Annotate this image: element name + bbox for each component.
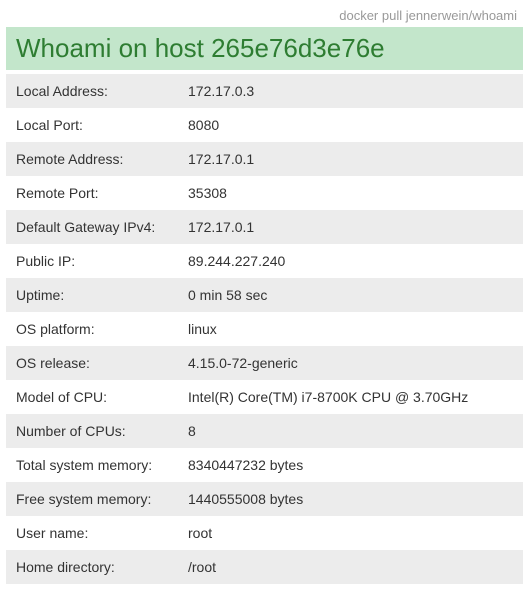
- row-label: Local Address:: [6, 74, 178, 108]
- table-row: Free system memory:1440555008 bytes: [6, 482, 523, 516]
- row-label: OS release:: [6, 346, 178, 380]
- row-value: 4.15.0-72-generic: [178, 346, 523, 380]
- table-row: OS platform:linux: [6, 312, 523, 346]
- table-row: User name:root: [6, 516, 523, 550]
- row-label: Public IP:: [6, 244, 178, 278]
- table-row: Home directory:/root: [6, 550, 523, 584]
- table-row: Uptime:0 min 58 sec: [6, 278, 523, 312]
- row-label: User name:: [6, 516, 178, 550]
- table-row: Model of CPU:Intel(R) Core(TM) i7-8700K …: [6, 380, 523, 414]
- row-value: /root: [178, 550, 523, 584]
- system-info-tbody: Local Address:172.17.0.3Local Port:8080R…: [6, 74, 523, 584]
- row-value: 1440555008 bytes: [178, 482, 523, 516]
- row-label: Remote Address:: [6, 142, 178, 176]
- row-label: Uptime:: [6, 278, 178, 312]
- table-row: Remote Address:172.17.0.1: [6, 142, 523, 176]
- row-label: Home directory:: [6, 550, 178, 584]
- table-row: OS release:4.15.0-72-generic: [6, 346, 523, 380]
- table-row: Number of CPUs:8: [6, 414, 523, 448]
- row-value: 0 min 58 sec: [178, 278, 523, 312]
- row-value: 8: [178, 414, 523, 448]
- row-value: 89.244.227.240: [178, 244, 523, 278]
- row-label: Number of CPUs:: [6, 414, 178, 448]
- system-info-table: Local Address:172.17.0.3Local Port:8080R…: [6, 74, 523, 584]
- table-row: Local Address:172.17.0.3: [6, 74, 523, 108]
- row-value: Intel(R) Core(TM) i7-8700K CPU @ 3.70GHz: [178, 380, 523, 414]
- row-value: root: [178, 516, 523, 550]
- docker-pull-command: docker pull jennerwein/whoami: [6, 6, 523, 27]
- row-value: 8080: [178, 108, 523, 142]
- row-label: Free system memory:: [6, 482, 178, 516]
- row-label: OS platform:: [6, 312, 178, 346]
- row-label: Model of CPU:: [6, 380, 178, 414]
- table-row: Remote Port:35308: [6, 176, 523, 210]
- table-row: Total system memory:8340447232 bytes: [6, 448, 523, 482]
- table-row: Public IP:89.244.227.240: [6, 244, 523, 278]
- row-label: Total system memory:: [6, 448, 178, 482]
- page-title: Whoami on host 265e76d3e76e: [6, 27, 523, 70]
- table-row: Default Gateway IPv4:172.17.0.1: [6, 210, 523, 244]
- row-value: 8340447232 bytes: [178, 448, 523, 482]
- row-label: Remote Port:: [6, 176, 178, 210]
- row-value: 172.17.0.3: [178, 74, 523, 108]
- row-value: 172.17.0.1: [178, 210, 523, 244]
- row-label: Default Gateway IPv4:: [6, 210, 178, 244]
- row-label: Local Port:: [6, 108, 178, 142]
- row-value: 35308: [178, 176, 523, 210]
- row-value: linux: [178, 312, 523, 346]
- table-row: Local Port:8080: [6, 108, 523, 142]
- row-value: 172.17.0.1: [178, 142, 523, 176]
